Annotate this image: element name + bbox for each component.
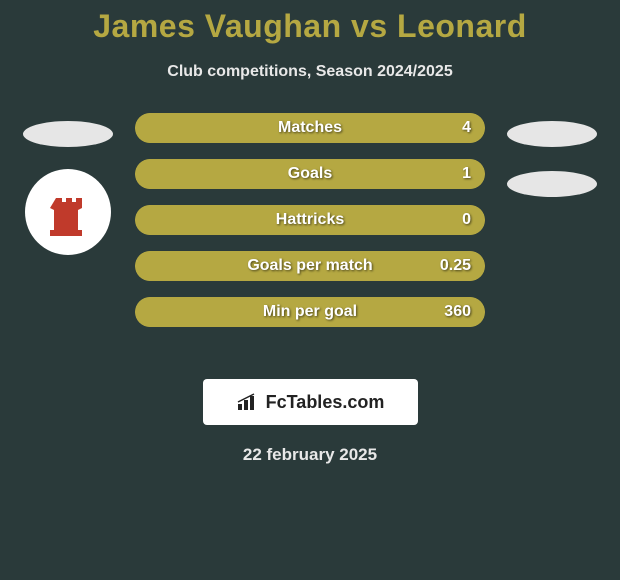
stat-bar: Min per goal 360 [135, 297, 485, 327]
stat-bar: Goals 1 [135, 159, 485, 189]
stat-label: Goals per match [247, 257, 372, 275]
stat-bar: Goals per match 0.25 [135, 251, 485, 281]
logo-text: FcTables.com [266, 392, 385, 413]
page-title: James Vaughan vs Leonard [0, 8, 620, 45]
subtitle: Club competitions, Season 2024/2025 [0, 63, 620, 81]
stat-value: 1 [462, 165, 471, 183]
main-area: Matches 4 Goals 1 Hattricks 0 Goals per match 0… [0, 121, 620, 361]
player-right-ellipse-2 [507, 171, 597, 197]
player-left-avatar [25, 169, 111, 255]
stat-value: 0 [462, 211, 471, 229]
bars-icon [236, 392, 260, 412]
stat-value: 4 [462, 119, 471, 137]
stat-value: 360 [444, 303, 471, 321]
stat-value: 0.25 [440, 257, 471, 275]
stat-label: Min per goal [263, 303, 357, 321]
logo: FcTables.com [236, 392, 385, 413]
stats-list: Matches 4 Goals 1 Hattricks 0 Goals per match 0… [135, 113, 485, 343]
stat-label: Matches [278, 119, 342, 137]
stat-label: Goals [288, 165, 332, 183]
player-left-column [18, 121, 118, 255]
date-label: 22 february 2025 [0, 445, 620, 465]
player-right-ellipse-1 [507, 121, 597, 147]
comparison-card: James Vaughan vs Leonard Club competitio… [0, 0, 620, 465]
stat-bar: Hattricks 0 [135, 205, 485, 235]
stat-bar: Matches 4 [135, 113, 485, 143]
tower-icon [40, 184, 96, 240]
player-left-ellipse [23, 121, 113, 147]
player-right-column [502, 121, 602, 197]
stat-label: Hattricks [276, 211, 344, 229]
logo-box: FcTables.com [203, 379, 418, 425]
